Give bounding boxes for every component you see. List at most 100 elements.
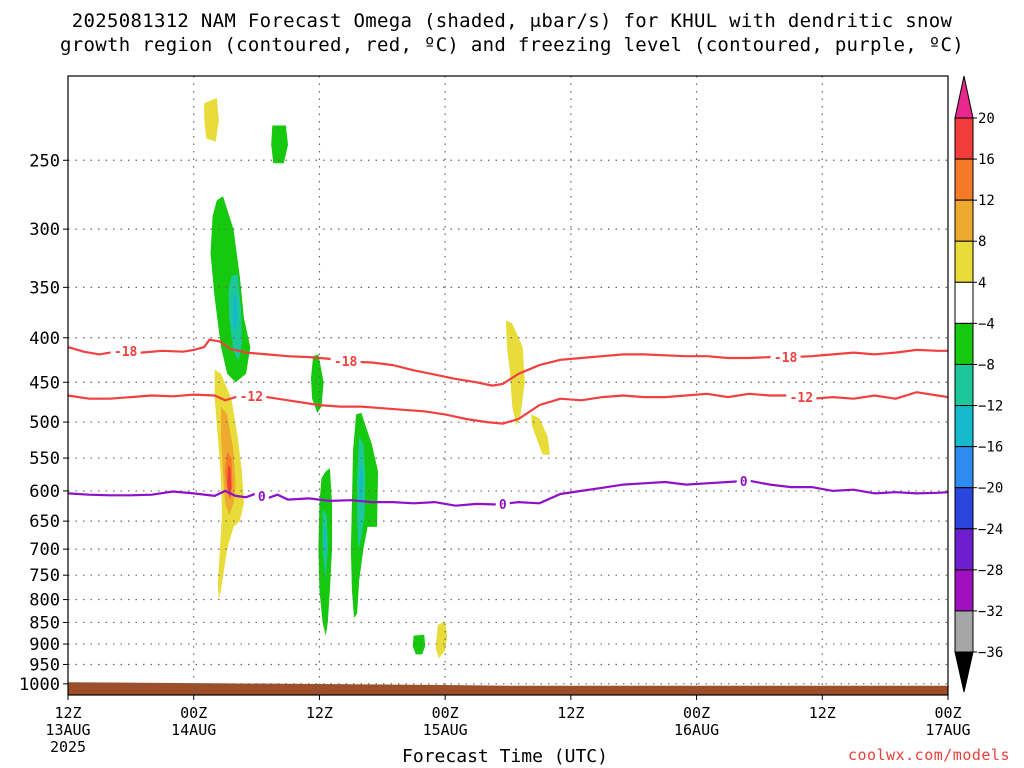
colorbar-tick-label: −36 — [978, 645, 1003, 661]
colorbar-band — [954, 569, 974, 612]
x-tick-label: 12Z — [306, 704, 333, 722]
contour-label-bg — [110, 343, 141, 360]
contour-label-bg — [495, 495, 510, 512]
x-tick-label: 00Z — [180, 704, 207, 722]
colorbar-band — [954, 117, 974, 160]
y-tick-label: 900 — [29, 635, 60, 655]
y-tick-label: 350 — [29, 278, 60, 298]
omega-region — [505, 320, 525, 426]
omega-shading — [204, 98, 550, 659]
contour-label-bg — [236, 387, 267, 404]
omega-region — [435, 621, 448, 659]
contour-label: -18 — [114, 345, 138, 360]
x-tick-label: 00Z — [934, 704, 961, 722]
colorbar-band — [954, 199, 974, 242]
contour-label: -18 — [774, 351, 798, 366]
surface-fill — [68, 682, 948, 695]
colorbar-band — [954, 610, 974, 653]
contour-label: -12 — [790, 391, 813, 406]
contour-label: -12 — [240, 390, 263, 405]
colorbar-band — [954, 446, 974, 489]
colorbar-tick-label: −20 — [978, 481, 1003, 497]
contour-label-bg — [254, 487, 269, 504]
x-tick-label: 00Z — [683, 704, 710, 722]
x-tick-label: 2025 — [50, 738, 86, 756]
y-tick-label: 800 — [29, 591, 60, 611]
omega-region — [531, 414, 550, 455]
omega-region — [323, 526, 326, 555]
colorbar-tick-label: −8 — [978, 357, 995, 373]
colorbar-tick-label: −32 — [978, 604, 1003, 620]
y-tick-label: 300 — [29, 220, 60, 240]
credit-link[interactable]: coolwx.com/models — [847, 746, 1010, 764]
x-tick-label: 14AUG — [171, 721, 216, 739]
colorbar-band — [954, 363, 974, 407]
colorbar-tick-label: 16 — [978, 152, 995, 168]
colorbar-tick-label: 12 — [978, 193, 995, 209]
colorbar-tick-label: 4 — [978, 275, 986, 291]
y-tick-label: 600 — [29, 482, 60, 502]
y-tick-label: 650 — [29, 512, 60, 532]
y-tick-label: 1000 — [19, 675, 60, 695]
y-tick-label: 850 — [29, 613, 60, 633]
grid-lines — [68, 76, 948, 695]
colorbar-band — [954, 405, 974, 448]
contour-label: -18 — [334, 355, 358, 370]
x-tick-label: 12Z — [54, 704, 81, 722]
omega-region — [311, 354, 324, 413]
colorbar-tick-label: 8 — [978, 234, 986, 250]
contour-label: 0 — [740, 475, 748, 490]
colorbar-tick-label: −4 — [978, 316, 995, 332]
x-tick-label: 16AUG — [674, 721, 719, 739]
chart-title-line-2: growth region (contoured, red, ºC) and f… — [60, 34, 964, 56]
colorbar-tick-label: −12 — [978, 399, 1003, 415]
plot-frame — [67, 75, 949, 696]
contour-label-bg — [786, 389, 817, 406]
pressure-axis: 2503003504004505005506006507007508008509… — [19, 151, 68, 695]
y-tick-label: 400 — [29, 329, 60, 349]
y-tick-label: 550 — [29, 449, 60, 469]
omega-region — [227, 464, 232, 498]
x-tick-label: 12Z — [557, 704, 584, 722]
chart-title-line-1: 2025081312 NAM Forecast Omega (shaded, μ… — [71, 10, 953, 32]
y-tick-label: 450 — [29, 373, 60, 393]
colorbar-top-arrow — [954, 75, 974, 119]
x-tick-label: 13AUG — [45, 721, 90, 739]
omega-region — [350, 412, 379, 618]
colorbar-band — [954, 487, 974, 530]
contour-line — [67, 479, 949, 507]
colorbar-bottom-arrow — [954, 651, 974, 693]
y-tick-label: 950 — [29, 655, 60, 675]
x-tick-label: 00Z — [432, 704, 459, 722]
colorbar-tick-label: −24 — [978, 522, 1003, 538]
colorbar-band — [954, 528, 974, 571]
colorbar-band — [954, 281, 974, 324]
contour-label: 0 — [499, 498, 507, 513]
colorbar-tick-label: −16 — [978, 440, 1003, 456]
contour-label-bg — [330, 352, 361, 369]
contour-label-bg — [770, 349, 801, 366]
temperature-contours: -18 -18 -18 -12 -12 0 0 0 — [67, 338, 949, 513]
omega-region — [412, 634, 426, 655]
x-tick-label: 15AUG — [423, 721, 468, 739]
omega-region — [204, 98, 219, 142]
y-tick-label: 500 — [29, 413, 60, 433]
contour-label: 0 — [258, 490, 266, 505]
y-tick-label: 700 — [29, 540, 60, 560]
y-tick-label: 750 — [29, 566, 60, 586]
terrain-surface — [68, 682, 948, 695]
x-axis-label: Forecast Time (UTC) — [402, 746, 608, 767]
colorbar-band — [954, 240, 974, 283]
contour-label-bg — [736, 473, 751, 490]
omega-colorbar: 20 16 12 8 4 −4 −8 −12 −16 −20 −24 −28 −32 −36 — [954, 75, 1003, 693]
x-tick-label: 12Z — [809, 704, 836, 722]
colorbar-band — [954, 322, 974, 365]
omega-region — [232, 295, 238, 333]
colorbar-tick-label: 20 — [978, 111, 995, 127]
colorbar-band — [954, 158, 974, 201]
omega-region — [359, 464, 363, 504]
plot-border — [67, 75, 949, 696]
omega-region — [271, 125, 288, 164]
x-tick-label: 17AUG — [925, 721, 970, 739]
